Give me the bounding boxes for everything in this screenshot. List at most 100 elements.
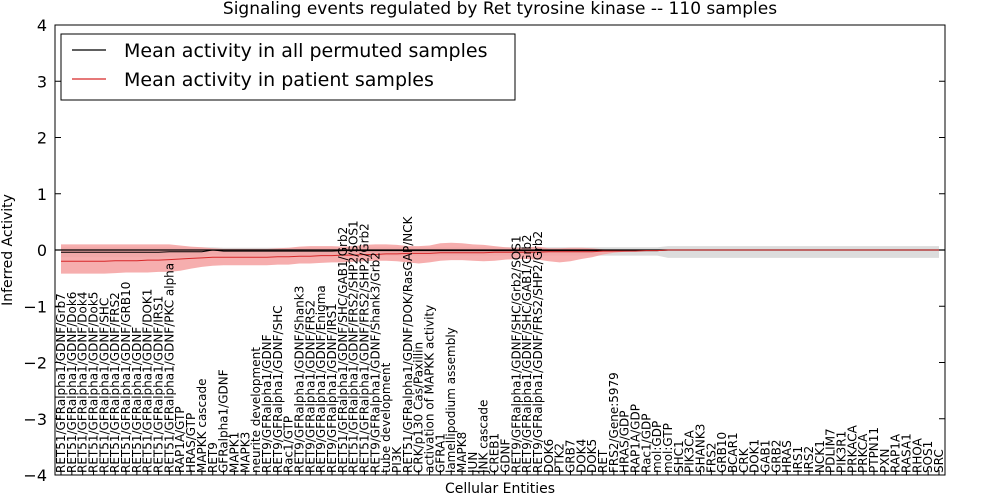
y-tick-label: −2 bbox=[23, 354, 47, 373]
x-tick-label: GFRalpha1/GDNF bbox=[217, 369, 231, 473]
x-tick-label: PRKCA bbox=[856, 433, 870, 473]
x-tick-label: DOK1 bbox=[748, 439, 762, 473]
x-tick-label: RET51/GFRalpha1/GDNF bbox=[130, 327, 144, 473]
y-tick-label: −1 bbox=[23, 297, 47, 316]
x-tick-label: SHC1 bbox=[672, 440, 686, 473]
x-tick-label: RET9/GFRalpha1/GDNF/SHC bbox=[271, 305, 285, 473]
x-tick-label: PTPN11 bbox=[867, 427, 881, 473]
plot-frame: −4−3−2−101234RET51/GFRalpha1/GDNF/Grb7RE… bbox=[23, 16, 946, 485]
x-tick-label: RET9/GFRalpha1/GDNF/Shank3 bbox=[293, 286, 307, 473]
x-tick-label: PXN bbox=[878, 449, 892, 473]
x-tick-label: mol:GTP bbox=[661, 423, 675, 473]
x-tick-label: PIK3R1 bbox=[834, 431, 848, 473]
x-tick-label: RET9/GFRalpha1/GDNF/SHC/Grb2/SOS1 bbox=[509, 235, 523, 473]
x-tick-label: IRS2 bbox=[802, 446, 816, 473]
x-tick-label: RET bbox=[596, 449, 610, 473]
x-tick-label: activation of MAPKK activity bbox=[423, 305, 437, 473]
x-tick-label: PIK3CA bbox=[683, 429, 697, 473]
x-tick-label: RET51/GFRalpha1/GDNF/SHC bbox=[97, 298, 111, 473]
x-tick-label: GRB10 bbox=[715, 432, 729, 473]
x-tick-label: MAPK8 bbox=[455, 432, 469, 473]
x-tick-label: RET9 bbox=[206, 442, 220, 473]
x-tick-label: DOK6 bbox=[542, 439, 556, 473]
y-tick-label: 2 bbox=[37, 129, 47, 148]
series-line-patient bbox=[61, 249, 939, 262]
x-tick-label: RET51/GFRalpha1/GDNF/FRS2 bbox=[108, 292, 122, 473]
x-tick-label: GFRA1 bbox=[433, 433, 447, 473]
plot-area bbox=[55, 242, 945, 274]
x-tick-label: GRB7 bbox=[564, 439, 578, 473]
x-tick-label: PRKACA bbox=[845, 424, 859, 473]
x-tick-label: lamellipodium assembly bbox=[444, 327, 458, 473]
x-tick-label: PDLIM7 bbox=[824, 428, 838, 473]
x-tick-label: MAPKK cascade bbox=[195, 378, 209, 473]
x-tick-label: RET51/GFRalpha1/GDNF/IRS1 bbox=[152, 296, 166, 473]
x-tick-label: RAP1A bbox=[889, 433, 903, 473]
x-tick-label: RET51/GFRalpha1/GDNF/FRS2/SHP2/Grb2 bbox=[358, 223, 372, 473]
x-tick-label: GDNF bbox=[498, 438, 512, 473]
x-tick-label: Rac1/GTP bbox=[282, 416, 296, 473]
x-tick-label: CREB1 bbox=[488, 433, 502, 473]
x-tick-label: mol:GDP bbox=[650, 421, 664, 473]
x-tick-label: HRAS/GTP bbox=[184, 413, 198, 473]
x-tick-label: RET9/GFRalpha1/GDNF/Enigma bbox=[314, 285, 328, 473]
x-tick-label: RET51/GFRalpha1/GDNF/DOK1 bbox=[141, 289, 155, 473]
y-tick-label: 4 bbox=[37, 16, 47, 35]
x-tick-label: FRS2 bbox=[704, 443, 718, 474]
x-tick-label: tube development bbox=[379, 362, 393, 473]
x-tick-label: SHANK3 bbox=[694, 424, 708, 473]
x-tick-label: SOS1 bbox=[921, 441, 935, 473]
x-tick-label: PTK2 bbox=[553, 443, 567, 473]
x-tick-label: NCK1 bbox=[813, 440, 827, 473]
x-tick-label: HRAS/GDP bbox=[618, 410, 632, 473]
x-tick-label: MAPK1 bbox=[227, 432, 241, 473]
x-tick-label: HRAS bbox=[780, 440, 794, 473]
x-tick-label: RET51/GFRalpha1/GDNF/Grb7 bbox=[54, 293, 68, 473]
x-tick-label: RET51/GFRalpha1/GDNF/Dok6 bbox=[65, 292, 79, 473]
x-tick-label: DOK4 bbox=[574, 439, 588, 473]
x-tick-label: RASA1 bbox=[900, 433, 914, 473]
x-tick-label: RET9/GFRalpha1/GDNF/FRS2/SHP2/Grb2 bbox=[531, 231, 545, 473]
x-tick-label: RET51/GFRalpha1/GDNF/Dok4 bbox=[76, 292, 90, 473]
x-tick-label: IRS1 bbox=[791, 446, 805, 473]
x-tick-label: PI3K bbox=[390, 446, 404, 473]
chart-title: Signaling events regulated by Ret tyrosi… bbox=[223, 0, 777, 19]
x-tick-label: RET51/GFRalpha1/GDNF/FRS2/SHP2/SOS1 bbox=[347, 220, 361, 473]
x-tick-label: RET51/GFRalpha1/GDNF/PKC alpha bbox=[162, 263, 176, 473]
x-tick-label: RET9/GFRalpha1/GDNF/IRS1 bbox=[325, 303, 339, 473]
legend-patient-label: Mean activity in patient samples bbox=[124, 69, 434, 91]
x-tick-label: RET9/GFRalpha1/GDNF bbox=[260, 334, 274, 473]
legend: Mean activity in all permuted samples Me… bbox=[60, 33, 516, 101]
x-tick-label: RET9/GFRalpha1/GDNF/Shank3/Grb2 bbox=[368, 252, 382, 473]
x-tick-label: RET51/GFRalpha1/GDNF/DOK/RasGAP/NCK bbox=[401, 215, 415, 473]
legend-permuted-label: Mean activity in all permuted samples bbox=[124, 40, 487, 62]
x-tick-label: JNK cascade bbox=[477, 400, 491, 474]
legend-box bbox=[60, 33, 516, 101]
x-tick-label: CRK bbox=[737, 447, 751, 473]
x-tick-label: RAP1A/GTP bbox=[173, 406, 187, 473]
x-tick-label: RET51/GFRalpha1/GDNF/SHC/GAB1/Grb2 bbox=[336, 227, 350, 473]
y-tick-label: 0 bbox=[37, 241, 47, 260]
y-tick-label: 1 bbox=[37, 185, 47, 204]
x-tick-label: SRC bbox=[932, 449, 946, 473]
x-tick-label: RET9/GFRalpha1/GDNF/FRS2 bbox=[303, 300, 317, 473]
x-tick-label: RET9/GFRalpha1/GDNF/SHC/GAB1/Grb2 bbox=[520, 234, 534, 473]
x-tick-label: RHOA bbox=[910, 437, 924, 473]
x-tick-label: GRB2 bbox=[769, 439, 783, 473]
x-tick-label: RET51/GFRalpha1/GDNF/GRB10 bbox=[119, 282, 133, 473]
x-tick-label: BCAR1 bbox=[726, 432, 740, 473]
x-tick-label: FRS2/Gene:5979 bbox=[607, 372, 621, 473]
y-tick-label: −4 bbox=[23, 466, 47, 485]
x-tick-label: MAPK3 bbox=[238, 432, 252, 473]
x-tick-label: neurite development bbox=[249, 347, 263, 473]
y-tick-label: 3 bbox=[37, 72, 47, 91]
y-axis-label: Inferred Activity bbox=[0, 194, 16, 306]
x-tick-label: RET51/GFRalpha1/GDNF/Dok5 bbox=[87, 292, 101, 473]
x-tick-label: JUN bbox=[466, 452, 480, 474]
y-tick-label: −3 bbox=[23, 410, 47, 429]
x-tick-label: RAP1A/GDP bbox=[629, 404, 643, 473]
x-tick-label: CRK/p130 Cas/Paxillin bbox=[412, 342, 426, 473]
x-tick-label: Rac1/GDP bbox=[639, 414, 653, 473]
x-tick-label: DOK5 bbox=[585, 439, 599, 473]
